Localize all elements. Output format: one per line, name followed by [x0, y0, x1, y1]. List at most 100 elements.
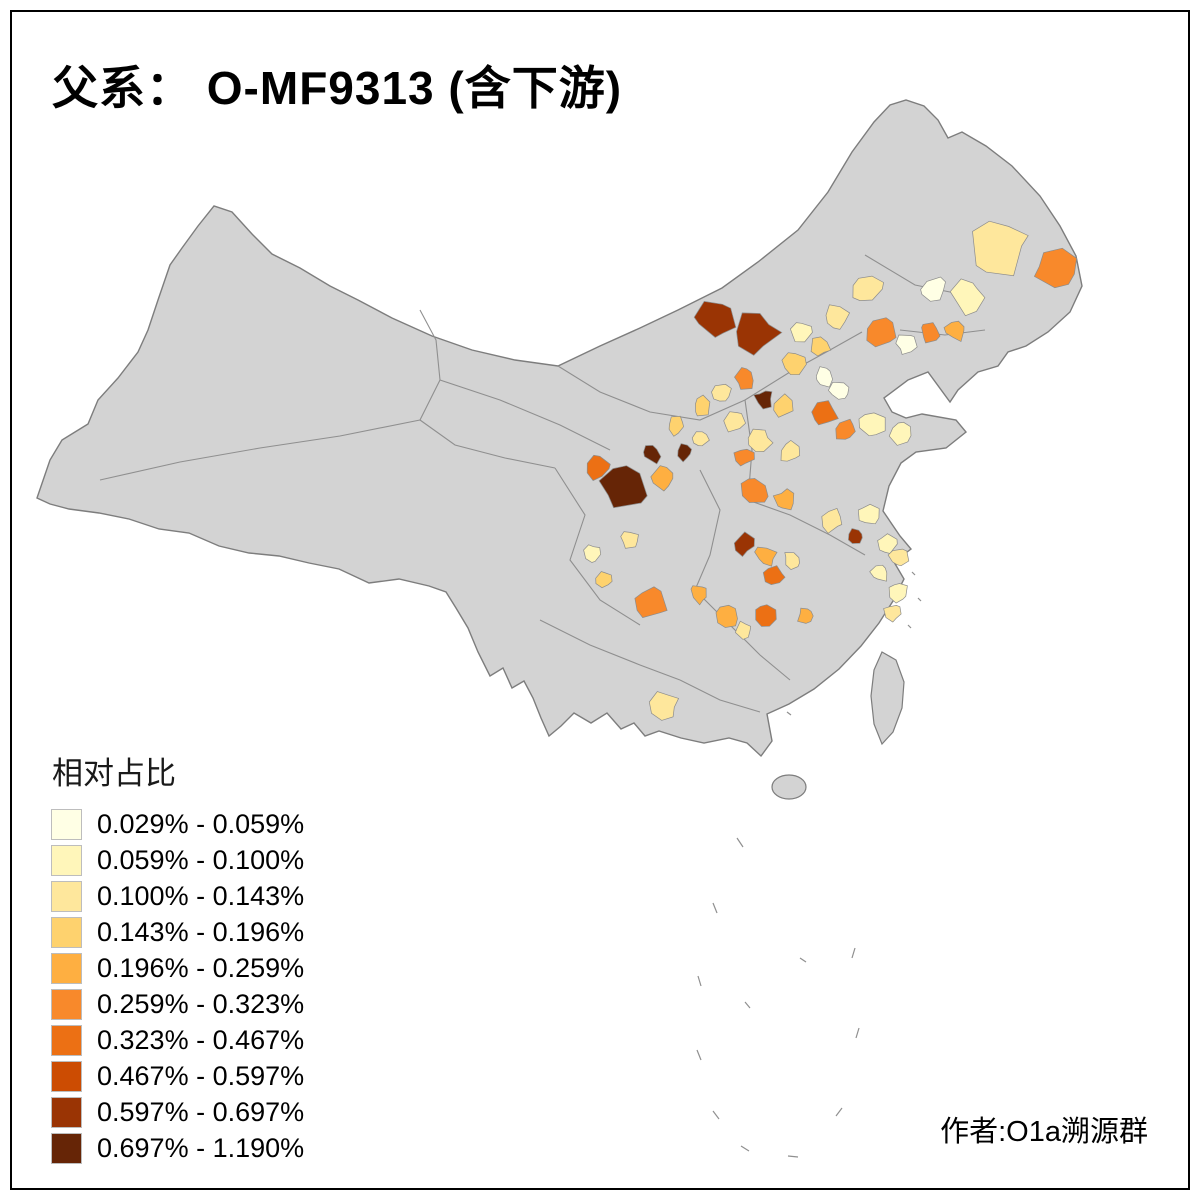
map-region: [734, 367, 754, 390]
map-region: [821, 507, 843, 534]
legend-swatch: [51, 1133, 82, 1164]
map-region: [888, 583, 908, 604]
province-borders: [99, 254, 986, 713]
legend-rows: 0.029% - 0.059% 0.059% - 0.100% 0.100% - 0…: [51, 809, 305, 1164]
map-region: [869, 564, 888, 582]
map-region: [634, 586, 668, 619]
map-region: [888, 421, 912, 446]
legend-label: 0.196% - 0.259%: [97, 953, 305, 983]
author-credit: 作者:O1a溯源群: [940, 1116, 1148, 1148]
map-region: [648, 691, 680, 721]
map-region: [734, 620, 752, 640]
map-region: [677, 443, 692, 463]
map-region: [643, 445, 662, 465]
hainan-island: [771, 774, 807, 800]
map-region: [866, 317, 897, 348]
legend-swatch: [51, 1097, 82, 1128]
map-region: [943, 320, 965, 343]
map-region: [877, 533, 898, 554]
map-region: [773, 393, 794, 418]
land-layer: [36, 99, 1083, 1158]
legend-row: 0.597% - 0.697%: [51, 1097, 305, 1128]
map-region: [747, 428, 774, 453]
map-region: [848, 528, 863, 544]
map-region: [586, 454, 611, 482]
map-region: [690, 585, 707, 606]
map-region: [780, 439, 801, 462]
map-region: [835, 418, 856, 440]
legend: 相对占比 0.029% - 0.059% 0.059% - 0.100% 0.100…: [51, 748, 305, 1164]
map-region: [772, 488, 795, 511]
map-region: [781, 352, 807, 376]
map-region: [789, 322, 813, 343]
legend-label: 0.100% - 0.143%: [97, 881, 305, 911]
map-region: [711, 383, 732, 402]
legend-swatch: [51, 953, 82, 984]
legend-title: 相对占比: [52, 756, 176, 791]
legend-row: 0.323% - 0.467%: [51, 1025, 305, 1056]
legend-swatch: [51, 1025, 82, 1056]
map-region: [740, 478, 769, 503]
map-region: [753, 390, 773, 410]
map-region: [733, 531, 755, 557]
legend-label: 0.697% - 1.190%: [97, 1133, 305, 1163]
map-region: [754, 546, 778, 567]
legend-swatch: [51, 989, 82, 1020]
legend-swatch: [51, 1061, 82, 1092]
map-region: [852, 275, 884, 301]
map-region: [921, 322, 941, 344]
legend-row: 0.143% - 0.196%: [51, 917, 305, 948]
legend-row: 0.467% - 0.597%: [51, 1061, 305, 1092]
legend-row: 0.697% - 1.190%: [51, 1133, 305, 1164]
legend-label: 0.467% - 0.597%: [97, 1061, 305, 1091]
map-region: [691, 431, 710, 447]
south-china-sea-islands: [696, 571, 922, 1158]
map-region: [693, 301, 737, 338]
map-region: [583, 544, 602, 563]
legend-label: 0.059% - 0.100%: [97, 845, 305, 875]
map-region: [598, 465, 648, 509]
legend-label: 0.259% - 0.323%: [97, 989, 305, 1019]
map-region: [736, 312, 783, 356]
legend-swatch: [51, 881, 82, 912]
page-title: 父系： O-MF9313 (含下游): [52, 62, 623, 114]
map-region: [972, 220, 1029, 277]
map-region: [883, 605, 902, 623]
map-region: [797, 607, 814, 624]
legend-row: 0.029% - 0.059%: [51, 809, 305, 840]
map-region: [650, 465, 674, 492]
legend-row: 0.259% - 0.323%: [51, 989, 305, 1020]
map-region: [784, 552, 800, 571]
map-region: [811, 400, 839, 426]
map-region: [857, 503, 880, 525]
map-region: [858, 412, 886, 437]
legend-label: 0.029% - 0.059%: [97, 809, 305, 839]
choropleth-regions-layer: [583, 220, 1077, 721]
china-mainland: [36, 99, 1083, 758]
map-region: [895, 334, 918, 355]
map-region: [723, 411, 747, 433]
map-region: [815, 366, 833, 388]
legend-swatch: [51, 917, 82, 948]
map-region: [755, 604, 777, 627]
map-region: [949, 278, 986, 317]
legend-label: 0.597% - 0.697%: [97, 1097, 305, 1127]
map-region: [920, 276, 946, 302]
legend-row: 0.059% - 0.100%: [51, 845, 305, 876]
map-region: [668, 415, 684, 437]
map-region: [887, 548, 910, 567]
taiwan-island: [870, 651, 905, 746]
map-region: [825, 304, 851, 330]
legend-row: 0.100% - 0.143%: [51, 881, 305, 912]
legend-row: 0.196% - 0.259%: [51, 953, 305, 984]
map-region: [595, 571, 613, 589]
map-region: [733, 448, 755, 467]
legend-swatch: [51, 845, 82, 876]
legend-label: 0.323% - 0.467%: [97, 1025, 305, 1055]
map-region: [810, 336, 832, 357]
map-region: [715, 604, 738, 628]
map-region: [695, 394, 711, 417]
legend-label: 0.143% - 0.196%: [97, 917, 305, 947]
legend-swatch: [51, 809, 82, 840]
